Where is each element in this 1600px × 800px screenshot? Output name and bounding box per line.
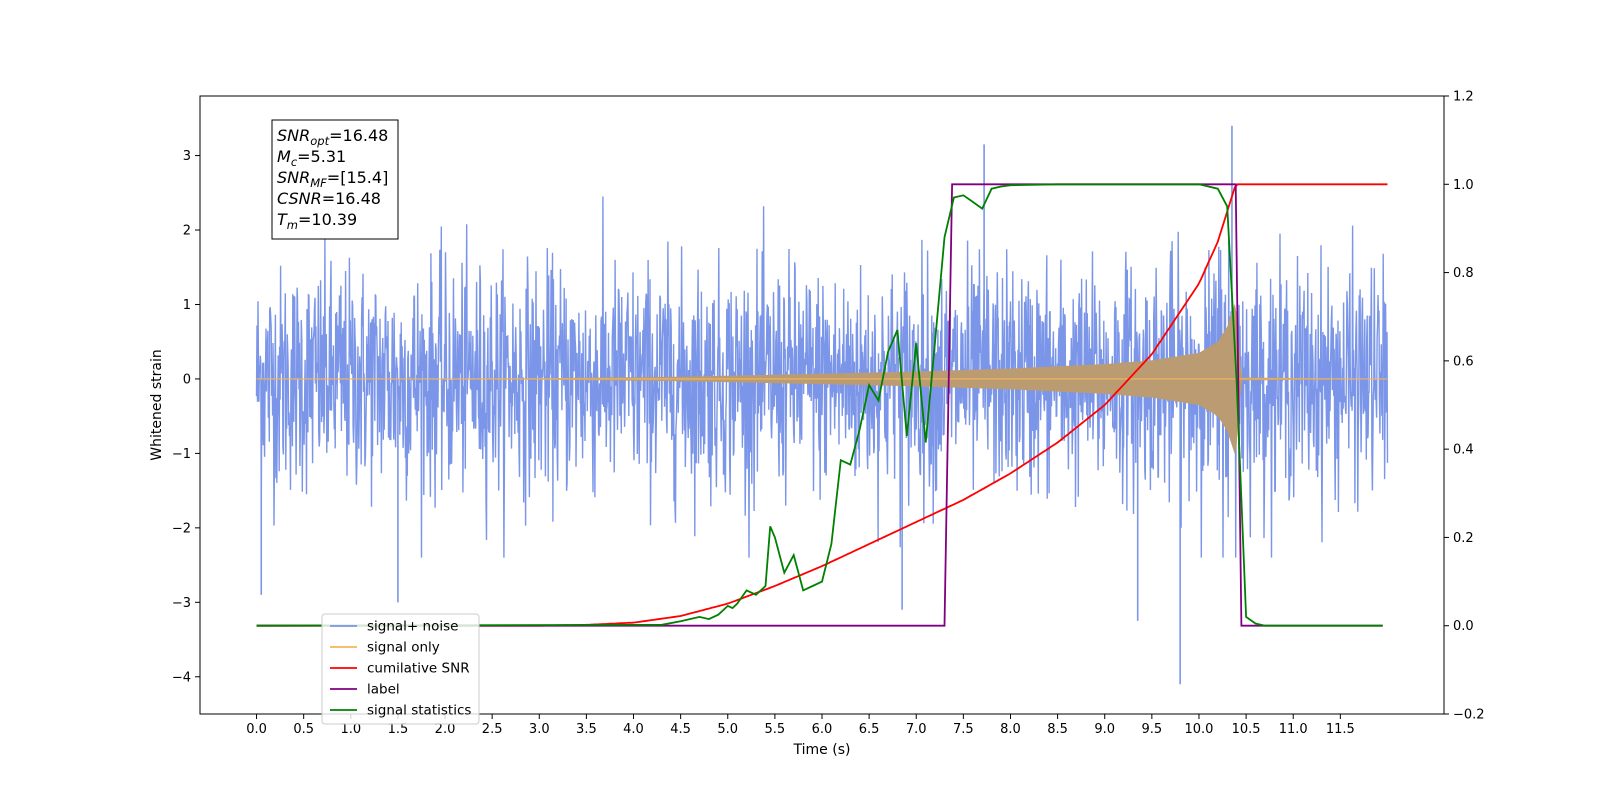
- y-tick-label: −4: [172, 670, 191, 685]
- stats-annotation-box: SNRopt=16.48Mc=5.31SNRMF=[15.4]CSNR=16.4…: [271, 119, 399, 240]
- x-tick-label: 10.0: [1184, 722, 1213, 737]
- x-tick-label: 1.0: [340, 722, 361, 737]
- legend-label: signal statistics: [367, 703, 471, 719]
- stats-row: SNRMF=[15.4]: [277, 168, 388, 190]
- stat-value: =10.39: [298, 210, 357, 229]
- y2-tick-label: 0.8: [1453, 266, 1474, 281]
- x-tick-label: 2.0: [435, 722, 456, 737]
- y-axis-label: Whitened strain: [149, 349, 165, 460]
- stat-symbol: T: [277, 210, 288, 229]
- x-tick-label: 8.5: [1047, 722, 1068, 737]
- y2-tick-label: 0.2: [1453, 531, 1474, 546]
- y-tick-label: −3: [172, 596, 191, 611]
- stat-subscript: opt: [310, 134, 329, 148]
- x-tick-label: 8.0: [1000, 722, 1021, 737]
- stat-symbol: CSNR: [277, 189, 322, 208]
- series-signal-statistics-line: [256, 183, 1383, 627]
- x-tick-label: 10.5: [1232, 722, 1261, 737]
- x-tick-label: 3.0: [529, 722, 550, 737]
- x-tick-label: 5.5: [765, 722, 786, 737]
- series-signal-plus-noise-line: [255, 196, 1389, 558]
- y2-tick-label: 1.0: [1453, 178, 1474, 193]
- legend: signal+ noise signal only cumilative SNR la…: [321, 613, 480, 725]
- y2-tick-label: 0.6: [1453, 354, 1474, 369]
- legend-label: signal only: [367, 640, 440, 656]
- stat-value: =[15.4]: [327, 168, 389, 187]
- x-tick-label: 5.0: [717, 722, 738, 737]
- y2-tick-label: 0.0: [1453, 619, 1474, 634]
- x-tick-label: 1.5: [388, 722, 409, 737]
- x-tick-label: 6.5: [859, 722, 880, 737]
- y-tick-label: 2: [183, 224, 191, 239]
- stats-box-frame: [271, 119, 399, 240]
- stat-symbol: SNR: [277, 126, 310, 145]
- stat-subscript: m: [287, 218, 298, 232]
- y2-tick-label: −0.2: [1453, 708, 1485, 723]
- x-tick-label: 0.0: [246, 722, 267, 737]
- x-tick-label: 7.5: [953, 722, 974, 737]
- y-tick-label: 1: [183, 298, 191, 313]
- stats-row: SNRopt=16.48: [277, 126, 388, 148]
- stat-value: =16.48: [322, 189, 381, 208]
- x-tick-label: 7.0: [906, 722, 927, 737]
- stats-row: CSNR=16.48: [277, 189, 381, 208]
- x-tick-label: 2.5: [482, 722, 503, 737]
- x-tick-label: 4.0: [623, 722, 644, 737]
- stat-subscript: c: [291, 155, 298, 169]
- x-tick-label: 9.0: [1094, 722, 1115, 737]
- x-tick-label: 3.5: [576, 722, 597, 737]
- x-tick-label: 9.5: [1142, 722, 1163, 737]
- y-axis-left: −4 −3 −2 −1 0 1 2 3: [172, 149, 200, 685]
- stat-symbol: M: [277, 147, 291, 166]
- x-axis-label: Time (s): [793, 742, 851, 758]
- y-tick-label: −1: [172, 447, 191, 462]
- stat-value: =5.31: [297, 147, 346, 166]
- stats-row: Mc=5.31: [277, 147, 346, 169]
- legend-label: label: [367, 682, 400, 698]
- y2-tick-label: 1.2: [1453, 90, 1474, 105]
- stat-value: =16.48: [329, 126, 388, 145]
- y-tick-label: −2: [172, 521, 191, 536]
- stats-row: Tm=10.39: [277, 210, 357, 232]
- y2-tick-label: 0.4: [1453, 443, 1474, 458]
- legend-label: cumilative SNR: [367, 661, 470, 677]
- legend-label: signal+ noise: [367, 619, 458, 635]
- stat-symbol: SNR: [277, 168, 310, 187]
- x-tick-label: 0.5: [293, 722, 314, 737]
- x-tick-label: 11.5: [1326, 722, 1355, 737]
- y-tick-label: 0: [183, 372, 191, 387]
- x-tick-label: 4.5: [670, 722, 691, 737]
- legend-frame: [321, 613, 480, 725]
- y-tick-label: 3: [183, 149, 191, 164]
- x-tick-label: 11.0: [1279, 722, 1308, 737]
- x-tick-label: 6.0: [812, 722, 833, 737]
- y-axis-right: −0.2 0.0 0.2 0.4 0.6 0.8 1.0 1.2: [1444, 90, 1485, 723]
- stat-subscript: MF: [310, 176, 327, 190]
